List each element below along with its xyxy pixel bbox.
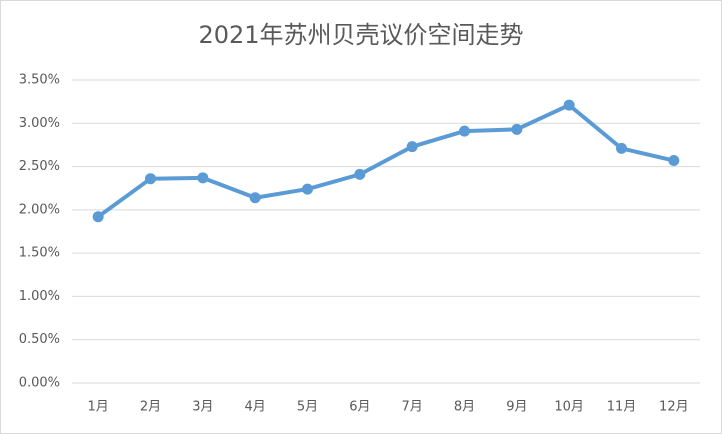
data-point: [92, 211, 104, 223]
data-point: [145, 173, 156, 185]
data-point: [459, 125, 470, 137]
data-point: [354, 168, 366, 180]
y-tick-label: 1.50%: [19, 246, 60, 261]
x-tick-label: 7月: [402, 400, 423, 415]
y-tick-label: 1.00%: [19, 289, 60, 304]
x-tick-label: 5月: [297, 400, 318, 415]
data-point: [616, 142, 627, 154]
series-line: [96, 103, 675, 219]
y-tick-label: 3.50%: [19, 73, 60, 88]
x-tick-label: 1月: [88, 400, 109, 415]
data-point: [511, 123, 523, 135]
x-tick-label: 10月: [554, 400, 584, 415]
y-tick-label: 2.50%: [19, 159, 60, 174]
x-tick-label: 6月: [349, 400, 370, 415]
data-point: [668, 155, 680, 167]
y-tick-label: 0.00%: [19, 376, 60, 391]
data-point: [197, 172, 209, 184]
x-tick-label: 9月: [506, 400, 527, 415]
x-tick-label: 12月: [659, 400, 689, 415]
data-point: [249, 192, 261, 204]
data-point: [563, 99, 575, 111]
x-tick-label: 3月: [192, 400, 213, 415]
x-tick-label: 4月: [245, 400, 266, 415]
x-tick-label: 8月: [454, 400, 475, 415]
x-tick-label: 2月: [140, 400, 161, 415]
y-tick-label: 3.00%: [19, 116, 60, 131]
y-tick-label: 2.00%: [19, 202, 60, 217]
data-point: [406, 141, 418, 153]
y-tick-label: 0.50%: [19, 332, 60, 347]
x-tick-label: 11月: [607, 400, 637, 415]
chart-title: 2021年苏州贝壳议价空间走势: [198, 21, 523, 49]
data-point: [302, 183, 313, 195]
